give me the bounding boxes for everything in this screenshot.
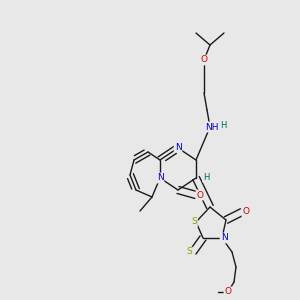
Text: O: O xyxy=(224,287,232,296)
Text: N: N xyxy=(157,173,164,182)
Text: O: O xyxy=(200,56,208,64)
Text: S: S xyxy=(191,218,197,226)
Text: H: H xyxy=(220,121,226,130)
Text: NH: NH xyxy=(205,122,219,131)
Text: N: N xyxy=(220,233,227,242)
Text: S: S xyxy=(186,248,192,256)
Text: H: H xyxy=(203,172,209,182)
Text: N: N xyxy=(175,142,182,152)
Text: O: O xyxy=(196,190,203,200)
Text: O: O xyxy=(242,208,250,217)
